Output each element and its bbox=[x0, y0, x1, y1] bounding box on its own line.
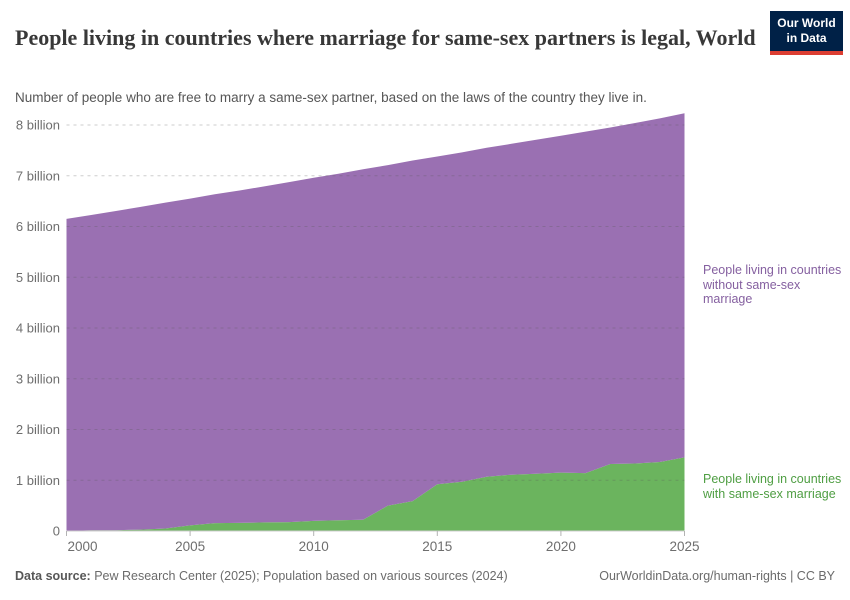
y-tick-label: 0 bbox=[53, 524, 60, 539]
y-tick-label: 8 billion bbox=[16, 118, 60, 133]
attribution-link[interactable]: OurWorldinData.org/human-rights | CC BY bbox=[599, 569, 835, 583]
x-tick-label: 2010 bbox=[299, 539, 329, 554]
y-tick-label: 3 billion bbox=[16, 371, 60, 386]
series-label-without-marriage: People living in countries without same-… bbox=[703, 263, 842, 306]
y-tick-label: 5 billion bbox=[16, 270, 60, 285]
y-tick-label: 2 billion bbox=[16, 422, 60, 437]
area-with-same-sex-marriage bbox=[66, 457, 685, 531]
data-source: Data source: Pew Research Center (2025);… bbox=[15, 569, 508, 583]
x-tick-label: 2000 bbox=[68, 539, 98, 554]
owid-logo-line2: in Data bbox=[786, 31, 827, 45]
y-tick-label: 4 billion bbox=[16, 321, 60, 336]
data-source-label: Data source: bbox=[15, 569, 91, 583]
x-tick-label: 2025 bbox=[669, 539, 699, 554]
y-tick-label: 7 billion bbox=[16, 168, 60, 183]
x-tick-label: 2015 bbox=[422, 539, 452, 554]
y-tick-label: 1 billion bbox=[16, 473, 60, 488]
area-without-same-sex-marriage bbox=[66, 113, 685, 532]
x-tick-label: 2020 bbox=[546, 539, 576, 554]
x-tick-label: 2005 bbox=[175, 539, 205, 554]
page-title: People living in countries where marriag… bbox=[15, 24, 756, 50]
y-tick-label: 6 billion bbox=[16, 219, 60, 234]
data-source-text: Pew Research Center (2025); Population b… bbox=[90, 569, 508, 583]
series-label-with-marriage: People living in countries with same-sex… bbox=[703, 472, 842, 501]
chart-subtitle: Number of people who are free to marry a… bbox=[15, 89, 647, 105]
owid-logo-line1: Our World bbox=[777, 16, 836, 30]
owid-logo: Our World in Data bbox=[770, 11, 843, 55]
